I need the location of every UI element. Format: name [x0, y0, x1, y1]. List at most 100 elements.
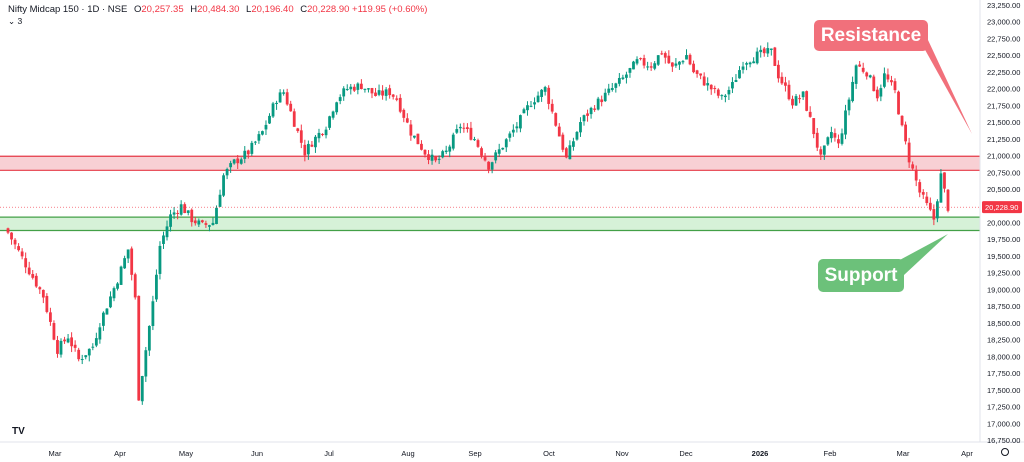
indicator-count[interactable]: ⌄ 3 — [8, 16, 22, 27]
candle-body — [794, 96, 798, 106]
candle-body — [405, 118, 409, 123]
y-tick-label: 17,500.00 — [987, 386, 1020, 395]
candle-body — [200, 220, 204, 223]
chevron-down-icon[interactable]: ⌄ — [8, 16, 16, 26]
candle-body — [204, 223, 208, 225]
candle-body — [741, 66, 745, 70]
candle-body — [116, 283, 119, 289]
candle-body — [91, 346, 95, 348]
candle-body — [812, 118, 816, 135]
candle-body — [420, 143, 423, 150]
candle-body — [780, 76, 784, 84]
candle-body — [893, 81, 897, 91]
x-tick-label: Oct — [543, 449, 556, 458]
candle-body — [667, 55, 671, 64]
candle-body — [610, 88, 614, 90]
candle-body — [377, 90, 381, 95]
candle-body — [363, 88, 367, 90]
candle-body — [907, 142, 911, 163]
candle-body — [190, 209, 194, 223]
candle-body — [540, 89, 544, 97]
candle-body — [229, 163, 233, 168]
candle-body — [890, 80, 893, 83]
candle-body — [45, 295, 49, 312]
candle-body — [494, 152, 498, 161]
x-tick-label: Sep — [468, 449, 481, 458]
close-key: C — [300, 4, 308, 15]
candle-body — [600, 99, 604, 103]
candle-body — [462, 127, 466, 129]
candle-body — [755, 51, 759, 64]
candle-body — [695, 70, 699, 74]
candle-body — [805, 91, 809, 111]
gear-icon[interactable] — [1001, 448, 1009, 456]
symbol-header: Nifty Midcap 150 · 1D · NSE O20,257.35 H… — [8, 4, 427, 15]
y-tick-label: 20,750.00 — [987, 168, 1020, 177]
high-key: H — [190, 4, 198, 15]
candle-body — [314, 136, 317, 148]
candle-body — [720, 95, 724, 97]
y-tick-label: 22,750.00 — [987, 34, 1020, 43]
candle-body — [310, 144, 314, 147]
candle-body — [642, 58, 646, 66]
candle-body — [208, 225, 211, 227]
candle-body — [918, 182, 922, 193]
candle-body — [130, 248, 134, 275]
candle-body — [904, 124, 907, 142]
candle-body — [296, 128, 300, 132]
candle-body — [465, 127, 469, 130]
candle-body — [215, 207, 218, 225]
open-value: 20,257.35 — [141, 4, 184, 15]
y-tick-label: 22,000.00 — [987, 85, 1020, 94]
candle-body — [56, 340, 59, 354]
candle-body — [169, 214, 172, 227]
candle-body — [412, 135, 416, 138]
high-value: 20,484.30 — [197, 4, 240, 15]
candle-body — [303, 144, 307, 156]
candle-body — [865, 72, 869, 77]
candle-body — [352, 86, 356, 91]
candle-body — [519, 115, 522, 129]
candle-body — [660, 53, 664, 55]
candle-body — [285, 92, 289, 105]
support-pointer — [896, 234, 948, 275]
candle-body — [709, 84, 713, 90]
tradingview-logo: TV — [12, 426, 25, 437]
candle-body — [13, 239, 17, 245]
change-value: +119.95 (+0.60%) — [352, 4, 428, 15]
candle-body — [596, 98, 600, 110]
candle-body — [94, 338, 98, 346]
y-tick-label: 19,000.00 — [987, 285, 1020, 294]
candle-body — [702, 76, 706, 86]
symbol-title: Nifty Midcap 150 · 1D · NSE — [8, 4, 128, 15]
candle-body — [455, 129, 459, 133]
candle-body — [391, 94, 395, 97]
candle-body — [102, 312, 105, 326]
low-key: L — [246, 4, 252, 15]
candle-body — [508, 133, 512, 138]
candle-body — [766, 48, 770, 54]
x-tick-label: Nov — [615, 449, 629, 458]
candle-body — [688, 54, 692, 65]
candle-body — [582, 115, 586, 122]
candle-body — [579, 122, 582, 133]
candle-body — [872, 76, 876, 92]
candle-body — [716, 89, 720, 96]
callout-pointers — [896, 30, 972, 275]
candle-body — [289, 103, 293, 112]
candle-body — [543, 87, 547, 92]
candle-body — [837, 139, 840, 144]
candle-body — [458, 126, 462, 129]
candle-body — [402, 109, 406, 118]
y-tick-label: 23,000.00 — [987, 18, 1020, 27]
candle-body — [416, 133, 420, 145]
candle-body — [331, 111, 335, 118]
candle-body — [586, 113, 589, 116]
candle-body — [776, 64, 780, 79]
candle-body — [868, 75, 872, 78]
candle-body — [625, 74, 628, 78]
support-callout: Support — [818, 259, 904, 292]
candle-body — [437, 158, 441, 160]
